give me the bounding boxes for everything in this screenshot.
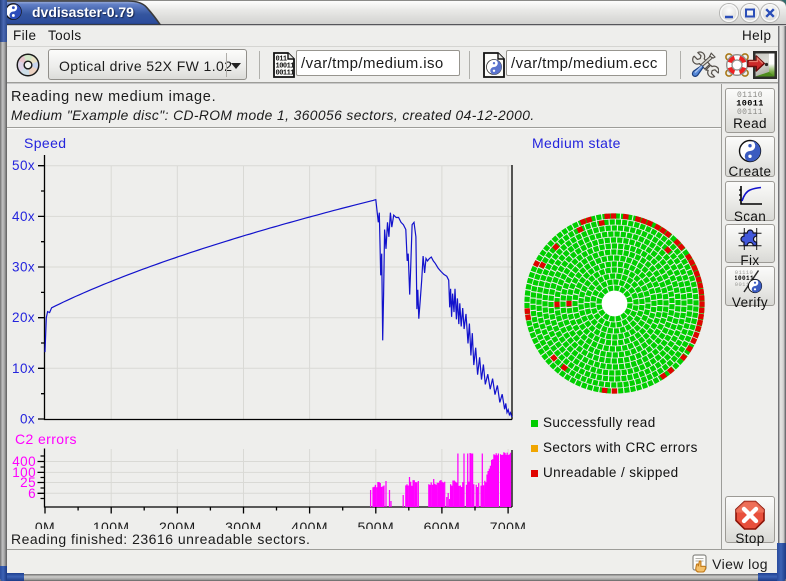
svg-text:10x: 10x xyxy=(12,361,35,376)
svg-text:00111: 00111 xyxy=(276,70,295,78)
svg-text:25: 25 xyxy=(20,475,36,490)
svg-text:400: 400 xyxy=(12,454,36,469)
svg-text:Medium state: Medium state xyxy=(532,135,621,151)
svg-text:6: 6 xyxy=(28,486,36,501)
svg-text:10011: 10011 xyxy=(736,99,764,109)
svg-text:00111: 00111 xyxy=(735,281,754,288)
svg-text:Successfully read: Successfully read xyxy=(543,415,656,430)
svg-text:Speed: Speed xyxy=(24,135,66,151)
svg-text:20x: 20x xyxy=(12,310,35,325)
svg-text:10011: 10011 xyxy=(276,63,295,71)
svg-text:100: 100 xyxy=(12,465,36,480)
svg-text:50x: 50x xyxy=(12,158,35,173)
svg-text:Unreadable / skipped: Unreadable / skipped xyxy=(543,465,679,480)
svg-text:00111: 00111 xyxy=(737,108,763,115)
svg-text:01110: 01110 xyxy=(735,269,753,276)
svg-text:C2 errors: C2 errors xyxy=(15,431,77,447)
svg-text:01110: 01110 xyxy=(737,91,763,100)
svg-text:30x: 30x xyxy=(12,260,35,275)
svg-text:0x: 0x xyxy=(20,412,35,427)
svg-text:40x: 40x xyxy=(12,209,35,224)
svg-text:10011: 10011 xyxy=(735,275,754,282)
svg-text:011: 011 xyxy=(276,56,287,64)
svg-text:Sectors with CRC errors: Sectors with CRC errors xyxy=(543,440,698,455)
